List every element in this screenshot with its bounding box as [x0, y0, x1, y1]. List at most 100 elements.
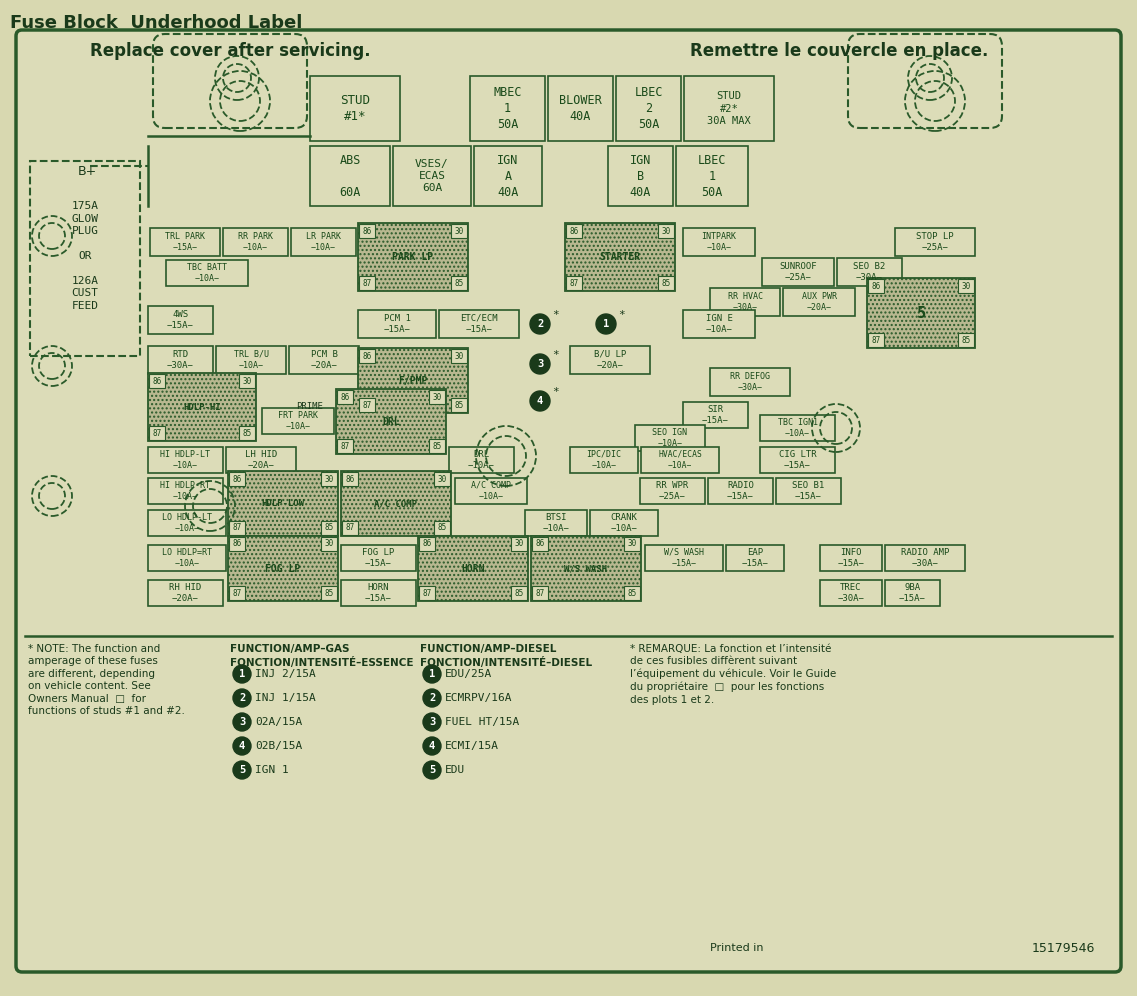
Text: 86: 86: [536, 540, 545, 549]
Bar: [148, 306, 213, 334]
Text: 5: 5: [239, 765, 246, 775]
Text: 85: 85: [628, 589, 637, 598]
Bar: [291, 228, 356, 256]
Text: LO HDLP-LT
−10A−: LO HDLP-LT −10A−: [161, 513, 211, 533]
Text: 30: 30: [432, 392, 441, 401]
Text: *: *: [551, 387, 558, 397]
Circle shape: [423, 689, 441, 707]
Text: 87: 87: [363, 400, 372, 409]
Text: 175A
GLOW
PLUG

OR

126A
CUST
FEED: 175A GLOW PLUG OR 126A CUST FEED: [72, 201, 99, 311]
Text: 86: 86: [340, 392, 349, 401]
Text: STARTER: STARTER: [599, 252, 640, 262]
Text: 5: 5: [916, 306, 926, 321]
Bar: [683, 310, 755, 338]
Text: W/S WASH: W/S WASH: [564, 564, 607, 573]
Text: AUX PWR
−20A−: AUX PWR −20A−: [802, 292, 837, 312]
Bar: [565, 223, 675, 291]
Text: STUD
#1*: STUD #1*: [340, 94, 370, 123]
Text: 2: 2: [537, 319, 543, 329]
Text: FOG LP: FOG LP: [265, 564, 300, 574]
Text: LBEC
1
50A: LBEC 1 50A: [698, 153, 727, 198]
Text: INJ 1/15A: INJ 1/15A: [255, 693, 316, 703]
Bar: [359, 398, 375, 412]
Bar: [30, 161, 140, 356]
Bar: [566, 276, 582, 290]
Text: 86: 86: [232, 540, 242, 549]
Text: 87: 87: [340, 441, 349, 450]
Text: * NOTE: The function and
amperage of these fuses
are different, depending
on veh: * NOTE: The function and amperage of the…: [28, 644, 185, 716]
Text: 30: 30: [324, 540, 333, 549]
Text: IPC/DIC
−10A−: IPC/DIC −10A−: [587, 450, 622, 470]
Bar: [885, 545, 965, 571]
Text: HDLP-LOW: HDLP-LOW: [262, 499, 305, 508]
Bar: [341, 580, 416, 606]
Text: Replace cover after servicing.: Replace cover after servicing.: [90, 42, 371, 60]
Bar: [451, 349, 467, 363]
Text: 30: 30: [242, 376, 251, 385]
Bar: [358, 310, 435, 338]
Bar: [677, 146, 748, 206]
Circle shape: [233, 737, 251, 755]
Bar: [525, 510, 587, 536]
Text: * REMARQUE: La fonction et l’intensité
de ces fusibles diffèrent suivant
l’équip: * REMARQUE: La fonction et l’intensité d…: [630, 644, 836, 705]
Bar: [342, 521, 358, 535]
Text: *: *: [551, 350, 558, 360]
Bar: [229, 471, 338, 536]
Text: 2: 2: [429, 693, 435, 703]
Text: RR DEFOG
−30A−: RR DEFOG −30A−: [730, 372, 770, 392]
Text: SEO B1
−15A−: SEO B1 −15A−: [792, 481, 824, 501]
Text: 30: 30: [628, 540, 637, 549]
Circle shape: [233, 761, 251, 779]
Text: LO HDLP=RT
−10A−: LO HDLP=RT −10A−: [161, 548, 211, 568]
Text: CIG LTR
−15A−: CIG LTR −15A−: [779, 450, 816, 470]
Text: TREC
−30A−: TREC −30A−: [838, 583, 864, 603]
Text: 86: 86: [363, 352, 372, 361]
Text: Remettre le couvercle en place.: Remettre le couvercle en place.: [690, 42, 988, 60]
Bar: [683, 402, 748, 428]
Text: 02B/15A: 02B/15A: [255, 741, 302, 751]
Bar: [337, 389, 446, 454]
Text: 4: 4: [537, 396, 543, 406]
Bar: [958, 333, 974, 347]
Bar: [868, 333, 883, 347]
Text: 85: 85: [455, 279, 464, 288]
Text: 87: 87: [536, 589, 545, 598]
Text: RADIO
−15A−: RADIO −15A−: [727, 481, 754, 501]
Text: 30: 30: [662, 226, 671, 235]
Bar: [393, 146, 471, 206]
Bar: [708, 478, 773, 504]
Text: 4WS
−15A−: 4WS −15A−: [167, 310, 194, 330]
Bar: [634, 425, 705, 451]
Bar: [683, 228, 755, 256]
Bar: [570, 447, 638, 473]
Text: *: *: [619, 310, 624, 320]
Bar: [229, 471, 338, 536]
Text: TBC BATT
−10A−: TBC BATT −10A−: [186, 263, 227, 283]
Text: 86: 86: [570, 226, 579, 235]
Bar: [565, 223, 675, 291]
Text: 85: 85: [662, 279, 671, 288]
Bar: [439, 310, 518, 338]
Bar: [762, 258, 835, 286]
Text: 86: 86: [346, 474, 355, 483]
Bar: [321, 472, 337, 486]
Text: HI HDLP-RT
−10A−: HI HDLP-RT −10A−: [160, 481, 210, 501]
Bar: [149, 374, 165, 388]
Text: 4: 4: [239, 741, 246, 751]
Bar: [148, 580, 223, 606]
Text: TBC IGN1
−10A−: TBC IGN1 −10A−: [778, 418, 818, 438]
Text: A/C COMP
−10A−: A/C COMP −10A−: [471, 481, 511, 501]
FancyBboxPatch shape: [16, 30, 1121, 972]
Bar: [608, 146, 673, 206]
Text: B/U LP
−20A−: B/U LP −20A−: [594, 350, 626, 371]
Text: RR WPR
−25A−: RR WPR −25A−: [656, 481, 689, 501]
Bar: [474, 146, 542, 206]
Text: LBEC
2
50A: LBEC 2 50A: [634, 86, 663, 131]
Text: PARK LP: PARK LP: [392, 252, 433, 262]
Bar: [590, 510, 658, 536]
FancyBboxPatch shape: [848, 34, 1002, 128]
Text: 9BA
−15A−: 9BA −15A−: [899, 583, 926, 603]
Bar: [321, 586, 337, 600]
Text: W/S WASH
−15A−: W/S WASH −15A−: [664, 548, 704, 568]
Bar: [341, 545, 416, 571]
